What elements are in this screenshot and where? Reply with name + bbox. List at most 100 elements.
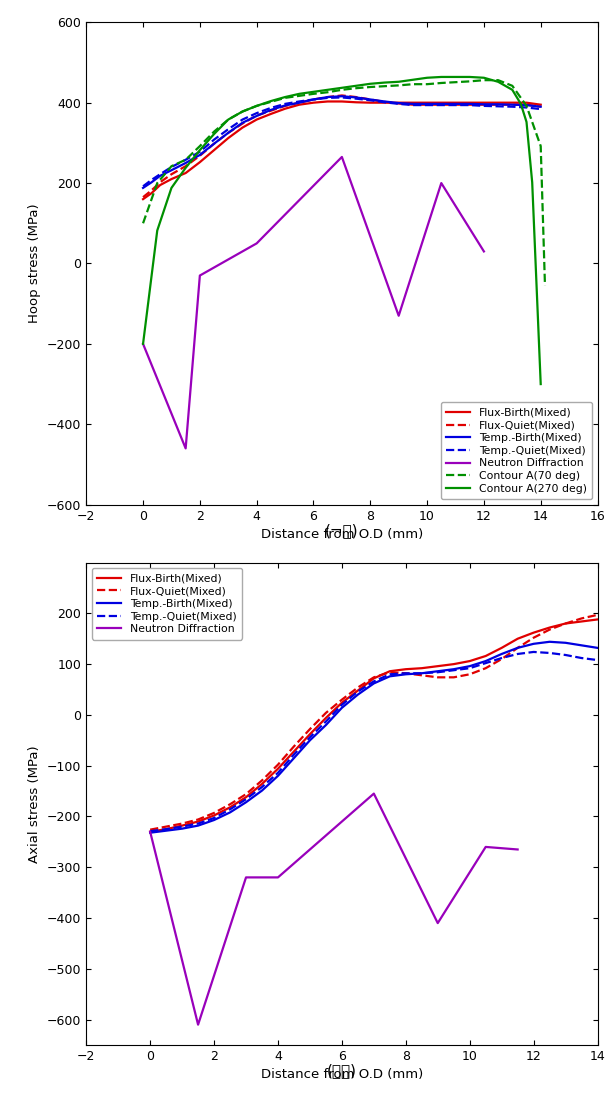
Temp.-Quiet(Mixed) xyxy=(226,803,233,817)
Contour A(270 deg) xyxy=(253,99,261,113)
Flux-Quiet(Mixed) xyxy=(466,667,473,681)
Line: Temp.-Birth(Mixed): Temp.-Birth(Mixed) xyxy=(143,96,541,188)
Neutron Diffraction xyxy=(514,843,521,857)
Temp.-Quiet(Mixed) xyxy=(418,666,426,680)
Temp.-Birth(Mixed) xyxy=(338,701,346,714)
Flux-Quiet(Mixed) xyxy=(354,681,362,694)
Contour A(70 deg) xyxy=(211,125,218,138)
Line: Temp.-Birth(Mixed): Temp.-Birth(Mixed) xyxy=(150,642,598,833)
Flux-Quiet(Mixed) xyxy=(578,612,585,625)
Temp.-Quiet(Mixed) xyxy=(290,747,298,761)
Flux-Quiet(Mixed) xyxy=(258,774,265,788)
Flux-Birth(Mixed) xyxy=(530,626,537,639)
Temp.-Birth(Mixed) xyxy=(409,97,416,110)
Temp.-Quiet(Mixed) xyxy=(495,99,502,113)
Contour A(70 deg) xyxy=(381,79,388,92)
Temp.-Birth(Mixed) xyxy=(423,97,431,110)
Temp.-Birth(Mixed) xyxy=(523,98,530,111)
Temp.-Birth(Mixed) xyxy=(466,97,473,110)
Contour A(70 deg) xyxy=(495,74,502,87)
Flux-Quiet(Mixed) xyxy=(338,89,346,102)
Temp.-Quiet(Mixed) xyxy=(242,792,249,805)
Temp.-Birth(Mixed) xyxy=(226,805,233,819)
Flux-Birth(Mixed) xyxy=(480,96,488,109)
Neutron Diffraction xyxy=(437,176,445,189)
Temp.-Birth(Mixed) xyxy=(139,182,147,195)
Contour A(270 deg) xyxy=(338,81,346,95)
Temp.-Quiet(Mixed) xyxy=(386,667,394,681)
Flux-Birth(Mixed) xyxy=(418,662,426,675)
Temp.-Quiet(Mixed) xyxy=(530,645,537,658)
Temp.-Birth(Mixed) xyxy=(182,156,189,169)
Line: Flux-Birth(Mixed): Flux-Birth(Mixed) xyxy=(143,101,541,199)
Temp.-Quiet(Mixed) xyxy=(258,780,265,793)
Temp.-Birth(Mixed) xyxy=(310,92,317,106)
Flux-Quiet(Mixed) xyxy=(367,92,374,106)
Temp.-Birth(Mixed) xyxy=(196,148,203,162)
Flux-Birth(Mixed) xyxy=(211,809,218,822)
Temp.-Quiet(Mixed) xyxy=(156,167,164,180)
Temp.-Quiet(Mixed) xyxy=(352,92,360,106)
Temp.-Quiet(Mixed) xyxy=(147,824,154,838)
Contour A(270 deg) xyxy=(409,74,416,87)
Line: Flux-Quiet(Mixed): Flux-Quiet(Mixed) xyxy=(150,615,598,830)
Temp.-Quiet(Mixed) xyxy=(324,91,331,105)
Temp.-Birth(Mixed) xyxy=(156,169,164,183)
Neutron Diffraction xyxy=(480,245,488,258)
Flux-Quiet(Mixed) xyxy=(509,98,516,111)
Temp.-Quiet(Mixed) xyxy=(594,654,601,667)
Contour A(70 deg) xyxy=(523,99,530,113)
Temp.-Birth(Mixed) xyxy=(450,663,458,676)
Flux-Birth(Mixed) xyxy=(242,791,249,804)
Contour A(70 deg) xyxy=(225,113,232,126)
Flux-Quiet(Mixed) xyxy=(386,665,394,678)
Temp.-Quiet(Mixed) xyxy=(211,811,218,824)
Flux-Birth(Mixed) xyxy=(509,96,516,109)
Contour A(70 deg) xyxy=(139,216,147,229)
X-axis label: Distance from O.D (mm): Distance from O.D (mm) xyxy=(261,1068,423,1082)
Flux-Birth(Mixed) xyxy=(482,649,489,663)
Contour A(270 deg) xyxy=(495,75,502,88)
Contour A(70 deg) xyxy=(282,91,289,105)
Temp.-Birth(Mixed) xyxy=(354,688,362,702)
Temp.-Birth(Mixed) xyxy=(434,665,442,678)
Temp.-Quiet(Mixed) xyxy=(578,652,585,665)
Temp.-Birth(Mixed) xyxy=(480,98,488,111)
Contour A(70 deg) xyxy=(267,95,275,108)
Contour A(70 deg) xyxy=(168,159,175,173)
Flux-Birth(Mixed) xyxy=(239,121,246,135)
Temp.-Quiet(Mixed) xyxy=(148,173,155,186)
Flux-Birth(Mixed) xyxy=(386,665,394,678)
Flux-Birth(Mixed) xyxy=(381,96,388,109)
Flux-Birth(Mixed) xyxy=(163,822,170,836)
Flux-Quiet(Mixed) xyxy=(253,109,261,123)
Contour A(270 deg) xyxy=(437,70,445,84)
Flux-Quiet(Mixed) xyxy=(452,98,459,111)
Contour A(70 deg) xyxy=(324,86,331,99)
Neutron Diffraction xyxy=(482,840,489,853)
Flux-Birth(Mixed) xyxy=(148,186,155,199)
Flux-Quiet(Mixed) xyxy=(338,693,346,706)
Temp.-Quiet(Mixed) xyxy=(139,179,147,193)
Flux-Birth(Mixed) xyxy=(182,166,189,179)
Contour A(70 deg) xyxy=(367,80,374,94)
Flux-Birth(Mixed) xyxy=(523,96,530,109)
Flux-Quiet(Mixed) xyxy=(274,758,282,771)
Flux-Birth(Mixed) xyxy=(409,96,416,109)
Contour A(270 deg) xyxy=(537,378,545,391)
Temp.-Birth(Mixed) xyxy=(395,97,402,110)
Contour A(70 deg) xyxy=(296,89,303,102)
Temp.-Birth(Mixed) xyxy=(163,824,170,838)
Temp.-Quiet(Mixed) xyxy=(437,98,445,111)
Y-axis label: Hoop stress (MPa): Hoop stress (MPa) xyxy=(28,204,41,323)
Flux-Quiet(Mixed) xyxy=(296,96,303,109)
Temp.-Quiet(Mixed) xyxy=(562,648,569,662)
Contour A(270 deg) xyxy=(267,95,275,108)
Temp.-Birth(Mixed) xyxy=(514,642,521,655)
Neutron Diffraction xyxy=(242,871,249,885)
Neutron Diffraction xyxy=(370,786,378,800)
Flux-Quiet(Mixed) xyxy=(562,617,569,631)
Flux-Birth(Mixed) xyxy=(306,727,314,741)
Temp.-Quiet(Mixed) xyxy=(163,822,170,836)
Flux-Birth(Mixed) xyxy=(546,620,553,634)
